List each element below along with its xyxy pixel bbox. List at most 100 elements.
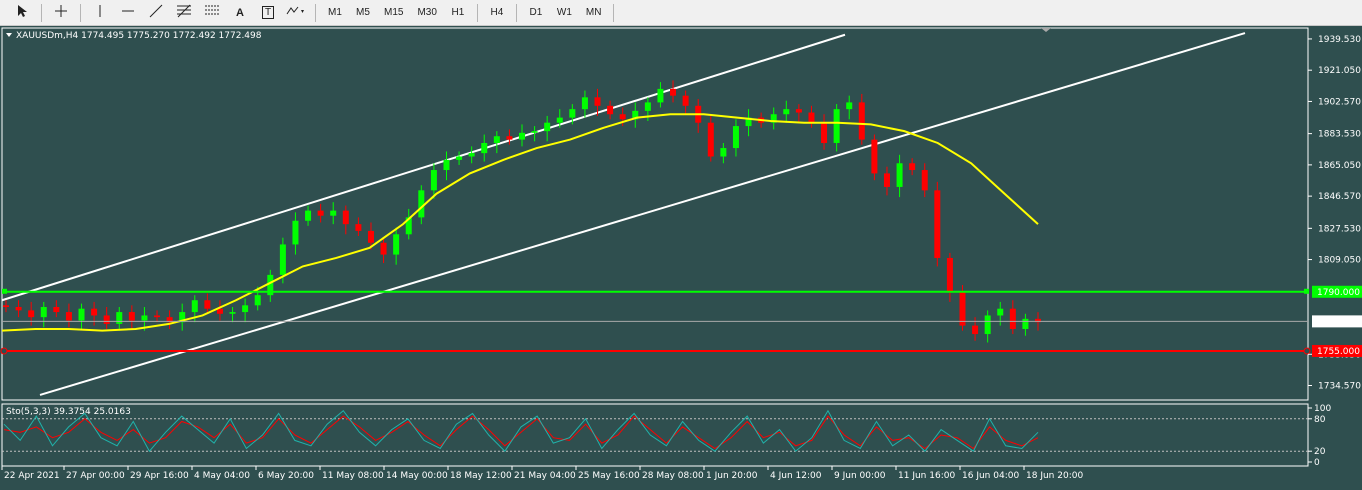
arrows-tool-button[interactable] [285, 2, 307, 24]
green-level-handle[interactable] [2, 288, 7, 294]
bull-candle[interactable] [456, 156, 463, 160]
bear-candle[interactable] [821, 122, 828, 143]
bear-candle[interactable] [795, 109, 802, 113]
bear-candle[interactable] [808, 112, 815, 123]
bull-candle[interactable] [833, 109, 840, 143]
bear-candle[interactable] [670, 88, 677, 96]
bull-candle[interactable] [745, 117, 752, 127]
stochastic-pane[interactable]: Sto(5,3,3) 39.3754 25.0163 [1, 403, 1309, 467]
bear-candle[interactable] [342, 210, 349, 225]
price-chart[interactable]: XAUUSDm,H4 1774.495 1775.270 1772.492 17… [0, 26, 1362, 490]
bull-candle[interactable] [783, 109, 790, 115]
bull-candle[interactable] [40, 307, 47, 318]
bull-candle[interactable] [405, 217, 412, 235]
bull-candle[interactable] [393, 234, 400, 255]
green-level-handle[interactable] [1304, 288, 1309, 294]
bear-candle[interactable] [3, 305, 9, 307]
bull-candle[interactable] [644, 102, 651, 111]
bull-candle[interactable] [254, 295, 261, 306]
bear-candle[interactable] [682, 95, 689, 106]
bear-candle[interactable] [65, 312, 72, 321]
bull-candle[interactable] [481, 142, 488, 154]
bull-candle[interactable] [330, 210, 337, 216]
bull-candle[interactable] [78, 308, 85, 321]
text-label-tool-button[interactable]: T [257, 2, 279, 24]
bull-candle[interactable] [443, 159, 450, 171]
bull-candle[interactable] [997, 308, 1004, 316]
bear-candle[interactable] [367, 230, 374, 243]
bear-candle[interactable] [154, 315, 161, 318]
timeframe-h4-button[interactable]: H4 [490, 7, 504, 18]
channel-upper-line[interactable] [1, 33, 846, 302]
bull-candle[interactable] [468, 153, 475, 157]
cursor-tool-button[interactable] [11, 2, 33, 24]
stochastic-signal-line[interactable] [3, 415, 1039, 450]
bull-candle[interactable] [267, 274, 274, 296]
bear-candle[interactable] [959, 291, 966, 326]
bear-candle[interactable] [934, 190, 941, 258]
bull-candle[interactable] [531, 131, 538, 133]
bear-candle[interactable] [871, 139, 878, 174]
bull-candle[interactable] [179, 312, 186, 323]
bear-candle[interactable] [1035, 318, 1041, 323]
bull-candle[interactable] [418, 190, 425, 218]
bull-candle[interactable] [984, 315, 991, 335]
bear-candle[interactable] [355, 224, 362, 231]
bear-candle[interactable] [317, 210, 324, 216]
bull-candle[interactable] [657, 88, 664, 103]
fibonacci-fan-tool-button[interactable] [201, 2, 223, 24]
moving-average-line[interactable] [1, 113, 1039, 332]
bear-candle[interactable] [91, 308, 98, 316]
bull-candle[interactable] [846, 102, 853, 110]
main-chart-pane[interactable]: XAUUSDm,H4 1774.495 1775.270 1772.492 17… [0, 27, 1311, 401]
bear-candle[interactable] [28, 310, 35, 318]
bull-candle[interactable] [1022, 318, 1029, 329]
fibonacci-tool-button[interactable] [173, 2, 195, 24]
crosshair-tool-button[interactable] [50, 2, 72, 24]
bull-candle[interactable] [896, 163, 903, 187]
bear-candle[interactable] [128, 312, 135, 321]
bear-candle[interactable] [921, 170, 928, 191]
bear-candle[interactable] [53, 307, 60, 313]
bear-candle[interactable] [607, 105, 614, 115]
shift-marker-icon[interactable] [1041, 28, 1051, 32]
bull-candle[interactable] [732, 126, 739, 149]
bull-candle[interactable] [116, 312, 123, 324]
bear-candle[interactable] [204, 300, 211, 309]
bull-candle[interactable] [569, 109, 576, 118]
bull-candle[interactable] [191, 300, 198, 313]
bull-candle[interactable] [544, 122, 551, 132]
bull-candle[interactable] [720, 148, 727, 157]
text-tool-button[interactable]: A [229, 2, 251, 24]
bull-candle[interactable] [279, 244, 286, 275]
bear-candle[interactable] [15, 307, 22, 311]
bull-candle[interactable] [770, 114, 777, 123]
bear-candle[interactable] [594, 97, 601, 106]
bear-candle[interactable] [1009, 308, 1016, 329]
bear-candle[interactable] [216, 308, 223, 314]
stochastic-main-line[interactable] [3, 409, 1039, 453]
bear-candle[interactable] [166, 317, 173, 323]
bear-candle[interactable] [858, 102, 865, 140]
red-level-handle[interactable] [1303, 347, 1311, 355]
bear-candle[interactable] [707, 122, 714, 157]
bull-candle[interactable] [493, 136, 500, 143]
timeframe-m1-button[interactable]: M1 [328, 7, 342, 18]
bear-candle[interactable] [972, 325, 979, 335]
vertical-line-tool-button[interactable] [89, 2, 111, 24]
timeframe-m15-button[interactable]: M15 [384, 7, 404, 18]
timeframe-d1-button[interactable]: D1 [529, 7, 543, 18]
bear-candle[interactable] [103, 315, 110, 324]
bear-candle[interactable] [619, 114, 626, 120]
bear-candle[interactable] [883, 173, 890, 187]
channel-lower-line[interactable] [39, 32, 1246, 396]
bull-candle[interactable] [292, 220, 299, 245]
timeframe-m30-button[interactable]: M30 [417, 7, 437, 18]
bear-candle[interactable] [946, 257, 953, 292]
collapse-triangle-icon[interactable] [6, 33, 12, 37]
timeframe-m5-button[interactable]: M5 [356, 7, 370, 18]
bull-candle[interactable] [229, 312, 236, 314]
bull-candle[interactable] [430, 170, 437, 191]
timeframe-w1-button[interactable]: W1 [556, 7, 572, 18]
bull-candle[interactable] [519, 132, 525, 140]
